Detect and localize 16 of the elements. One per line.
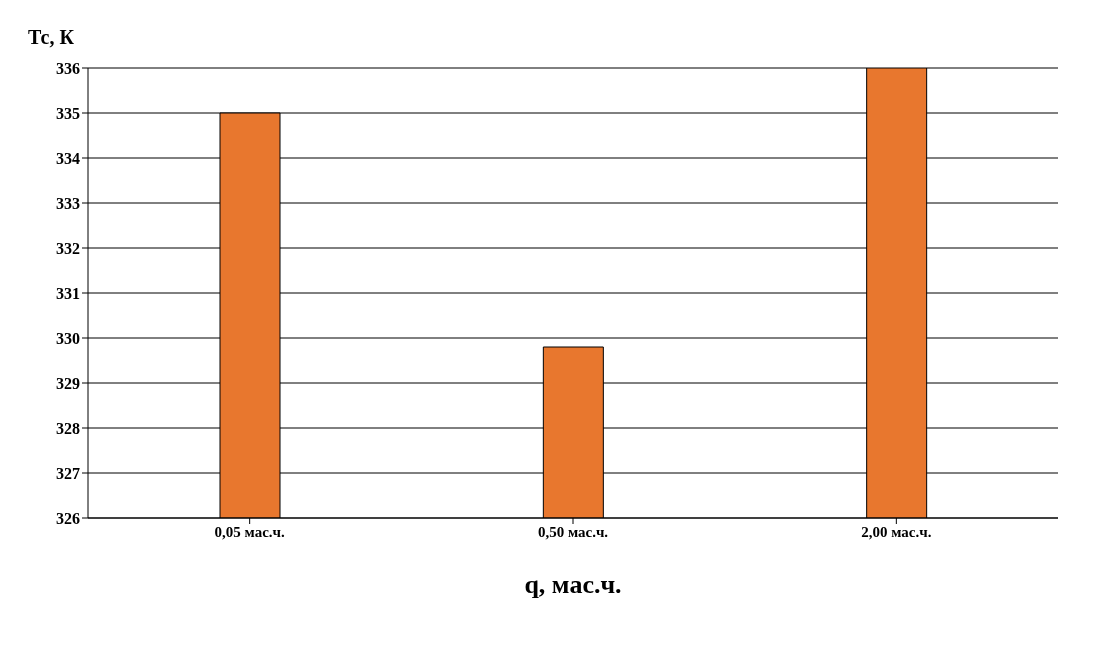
y-tick-label: 332 (56, 239, 80, 257)
y-tick-label: 330 (56, 329, 80, 347)
y-tick-label: 333 (56, 194, 80, 212)
y-tick-label: 335 (56, 104, 80, 122)
y-axis-title: Тс, К (28, 26, 74, 49)
x-axis-title: q, мас.ч. (524, 570, 622, 599)
y-tick-label: 328 (56, 419, 80, 437)
y-tick-label: 329 (56, 374, 80, 392)
y-tick-label: 331 (56, 284, 80, 302)
y-tick-label: 326 (56, 509, 80, 527)
x-tick-label: 0,50 мас.ч. (537, 523, 609, 540)
y-tick-label: 336 (56, 59, 80, 77)
x-tick-label: 2,00 мас.ч. (861, 523, 932, 540)
y-tick-label: 334 (56, 149, 80, 167)
x-tick-label: 0,05 мас.ч. (214, 523, 286, 540)
y-tick-label: 327 (56, 464, 80, 482)
